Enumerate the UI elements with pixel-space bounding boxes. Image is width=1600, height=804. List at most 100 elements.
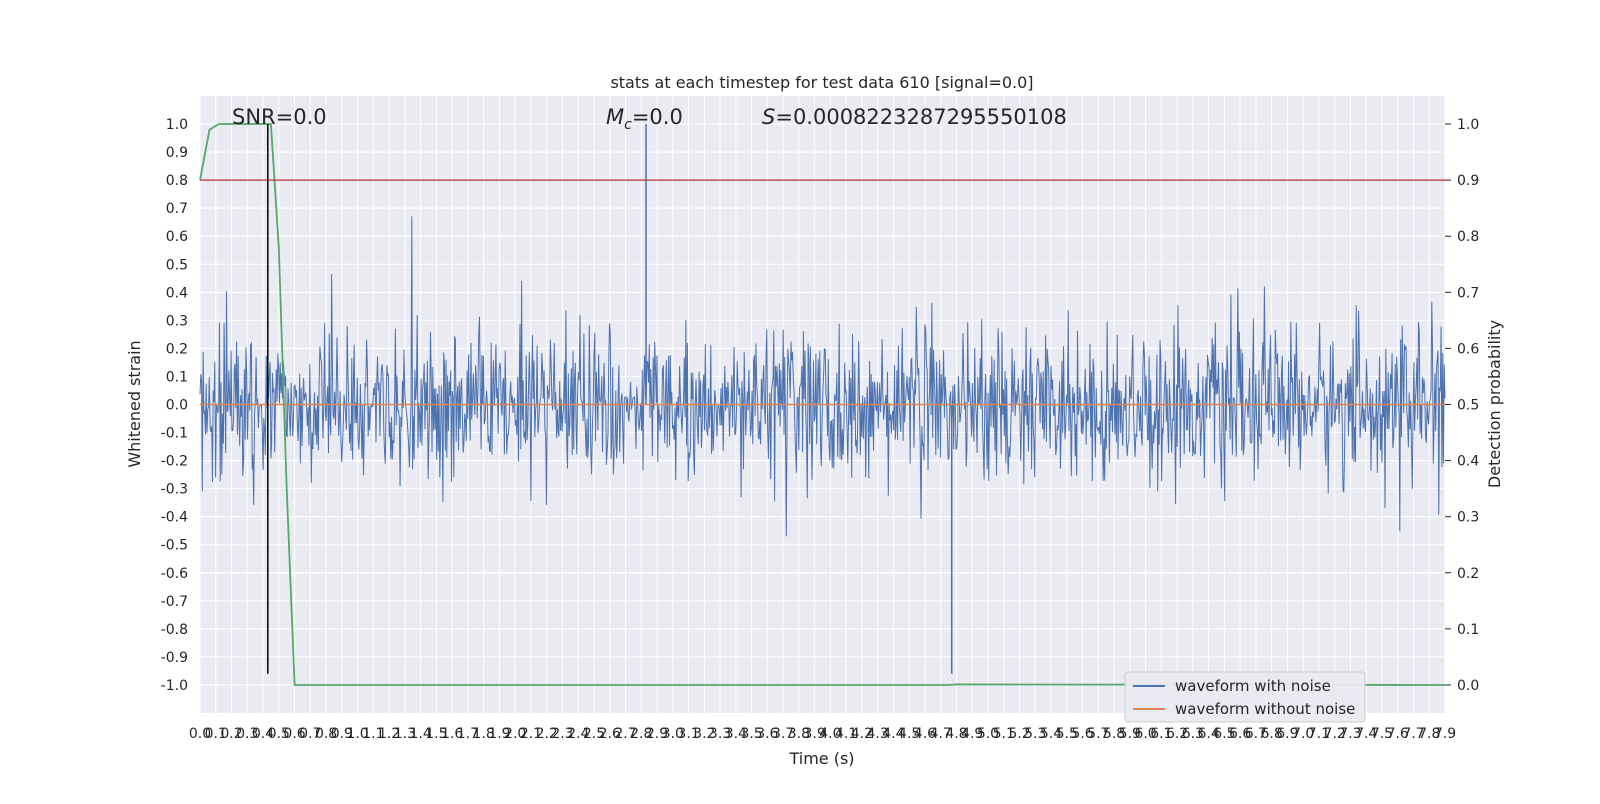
x-tick-label: 7.9 <box>1434 726 1456 742</box>
x-tick-label: 5.3 <box>1024 726 1046 742</box>
y-tick-label-right: 0.1 <box>1457 622 1479 638</box>
x-tick-label: 6.1 <box>1150 726 1172 742</box>
x-tick-label: 3.8 <box>788 726 810 742</box>
y-axis-label-right: Detection probability <box>1485 320 1504 488</box>
x-tick-label: 6.7 <box>1245 726 1267 742</box>
x-tick-label: 0.6 <box>283 726 305 742</box>
x-tick-label: 0.5 <box>268 726 290 742</box>
x-tick-label: 5.5 <box>1056 726 1078 742</box>
x-tick-label: 1.8 <box>473 726 495 742</box>
x-tick-label: 7.7 <box>1402 726 1424 742</box>
y-tick-label-left: 0.6 <box>166 229 188 245</box>
x-tick-label: 7.5 <box>1371 726 1393 742</box>
x-tick-label: 6.0 <box>1134 726 1156 742</box>
x-tick-label: 5.8 <box>1103 726 1125 742</box>
x-tick-label: 2.9 <box>646 726 668 742</box>
legend-label-without-noise: waveform without noise <box>1175 700 1355 718</box>
lines-layer <box>199 123 1446 686</box>
x-tick-label: 4.6 <box>914 726 936 742</box>
x-tick-label: 2.5 <box>583 726 605 742</box>
x-tick-label: 3.9 <box>803 726 825 742</box>
x-tick-label: 4.7 <box>930 726 952 742</box>
x-tick-label: 1.2 <box>378 726 400 742</box>
x-tick-label: 0.2 <box>220 726 242 742</box>
y-tick-label-right: 0.0 <box>1457 678 1479 694</box>
x-tick-label: 4.3 <box>867 726 889 742</box>
x-tick-label: 4.2 <box>851 726 873 742</box>
x-tick-label: 3.7 <box>772 726 794 742</box>
y-tick-label-left: -0.1 <box>161 426 188 442</box>
mc-symbol: M <box>606 105 624 129</box>
x-tick-label: 4.1 <box>835 726 857 742</box>
mc-value: =0.0 <box>632 105 683 129</box>
y-tick-label-left: 0.1 <box>166 369 188 385</box>
x-tick-label: 5.2 <box>1008 726 1030 742</box>
x-tick-label: 0.4 <box>252 726 274 742</box>
s-annotation: S=0.0008223287295550108 <box>762 105 1067 129</box>
y-tick-label-left: -0.9 <box>161 650 188 666</box>
y-tick-label-right: 0.7 <box>1457 285 1479 301</box>
y-tick-label-left: -0.7 <box>161 594 188 610</box>
legend-box <box>1124 671 1366 723</box>
x-tick-label: 3.5 <box>740 726 762 742</box>
y-tick-label-left: -0.2 <box>161 454 188 470</box>
mc-annotation: Mc=0.0 <box>606 105 683 133</box>
y-tick-label-right: 0.4 <box>1457 454 1479 470</box>
x-tick-label: 7.6 <box>1387 726 1409 742</box>
s-symbol: S <box>762 105 775 129</box>
x-tick-label: 0.8 <box>315 726 337 742</box>
x-tick-label: 7.4 <box>1355 726 1377 742</box>
x-tick-label: 1.5 <box>425 726 447 742</box>
y-tick-label-left: 0.9 <box>166 145 188 161</box>
y-tick-label-left: -0.4 <box>161 510 188 526</box>
x-axis-label: Time (s) <box>788 749 854 768</box>
x-tick-label: 3.3 <box>709 726 731 742</box>
x-tick-label: 3.4 <box>725 726 747 742</box>
mc-subscript: c <box>624 117 632 133</box>
x-tick-label: 4.8 <box>945 726 967 742</box>
x-tick-label: 6.4 <box>1197 726 1219 742</box>
legend: waveform with noise waveform without noi… <box>1124 671 1366 723</box>
y-tick-label-left: 0.5 <box>166 257 188 273</box>
x-tick-label: 0.7 <box>299 726 321 742</box>
x-tick-label: 5.9 <box>1119 726 1141 742</box>
x-tick-label: 1.3 <box>394 726 416 742</box>
y-tick-label-right: 0.8 <box>1457 229 1479 245</box>
y-tick-label-right: 0.5 <box>1457 398 1479 414</box>
x-tick-label: 4.5 <box>898 726 920 742</box>
x-tick-label: 2.4 <box>567 726 589 742</box>
legend-label-with-noise: waveform with noise <box>1175 677 1331 695</box>
x-tick-label: 1.4 <box>410 726 432 742</box>
y-tick-label-left: 0.7 <box>166 201 188 217</box>
x-tick-label: 5.0 <box>977 726 999 742</box>
y-tick-label-right: 0.3 <box>1457 510 1479 526</box>
x-tick-label: 6.2 <box>1166 726 1188 742</box>
y-tick-label-left: -0.3 <box>161 482 188 498</box>
y-tick-label-left: -0.8 <box>161 622 188 638</box>
x-tick-label: 7.8 <box>1418 726 1440 742</box>
x-tick-label: 0.3 <box>236 726 258 742</box>
series-detection-probability <box>199 123 1446 686</box>
x-tick-label: 6.5 <box>1213 726 1235 742</box>
y-tick-label-left: 1.0 <box>166 117 188 133</box>
ticks-layer: 0.00.10.20.30.40.50.60.70.80.91.01.11.21… <box>161 117 1480 742</box>
x-tick-label: 3.2 <box>693 726 715 742</box>
x-tick-label: 7.2 <box>1324 726 1346 742</box>
chart-title: stats at each timestep for test data 610… <box>610 73 1033 92</box>
y-tick-label-right: 1.0 <box>1457 117 1479 133</box>
x-tick-label: 4.4 <box>882 726 904 742</box>
x-tick-label: 6.6 <box>1229 726 1251 742</box>
x-tick-label: 2.2 <box>536 726 558 742</box>
snr-annotation: SNR=0.0 <box>232 105 327 129</box>
x-tick-label: 3.6 <box>756 726 778 742</box>
x-tick-label: 5.4 <box>1040 726 1062 742</box>
y-tick-label-left: 0.2 <box>166 341 188 357</box>
x-tick-label: 1.1 <box>362 726 384 742</box>
x-tick-label: 3.1 <box>677 726 699 742</box>
x-tick-label: 2.0 <box>504 726 526 742</box>
x-tick-label: 5.7 <box>1087 726 1109 742</box>
s-value: =0.0008223287295550108 <box>775 105 1067 129</box>
x-tick-label: 2.1 <box>520 726 542 742</box>
